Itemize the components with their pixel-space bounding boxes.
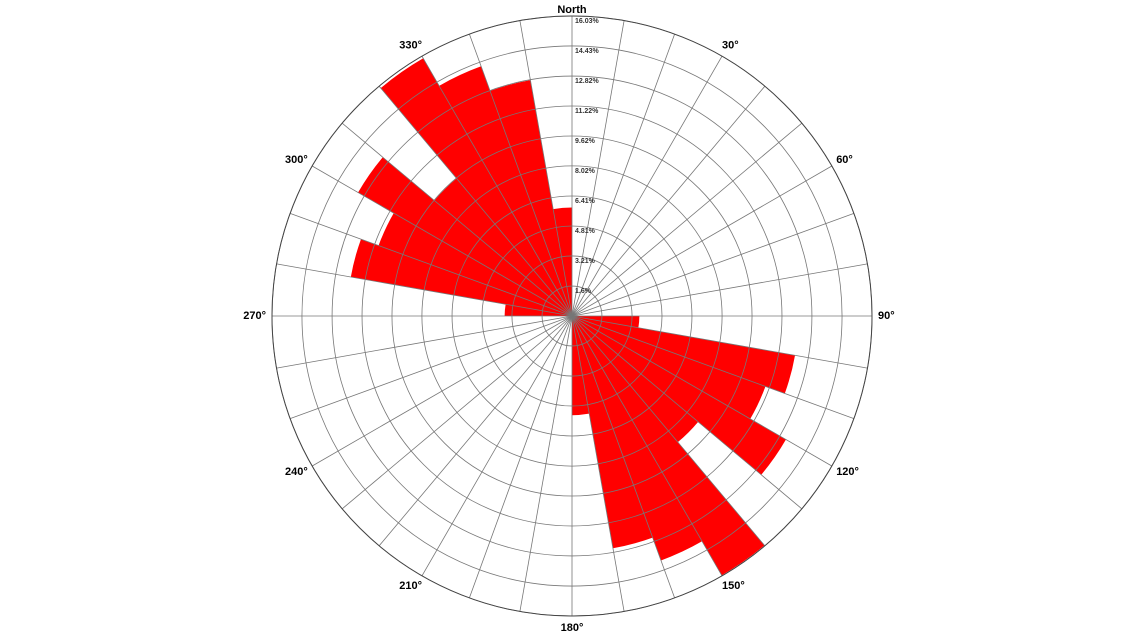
angular-grid-line: [276, 263, 573, 317]
angular-grid-line: [519, 20, 573, 317]
r-tick-label: 14.43%: [575, 48, 600, 55]
angular-grid-line: [378, 85, 573, 317]
sector-bar: [380, 58, 572, 316]
r-tick-label: 8.02%: [575, 168, 596, 175]
sector-bar: [490, 80, 572, 316]
angular-grid-line: [469, 33, 573, 317]
outer-circle: [271, 15, 873, 617]
angle-label: 240°: [285, 466, 308, 478]
angular-grid-line: [571, 315, 855, 419]
angular-grid-line: [571, 20, 625, 317]
r-tick-label: 9.62%: [575, 138, 596, 145]
angular-grid-line: [519, 315, 573, 612]
angle-label: 270°: [243, 310, 266, 322]
r-tick-label: 11.22%: [575, 108, 599, 115]
sector-bar: [572, 316, 699, 443]
angle-label: 300°: [285, 154, 308, 166]
angular-grid-line: [571, 315, 766, 547]
sector-bar: [350, 239, 572, 316]
angular-grid-line: [311, 315, 573, 467]
angular-grid-line: [289, 213, 573, 317]
angular-grid-line: [571, 315, 833, 467]
angular-grid-line: [571, 315, 675, 599]
angle-label: North: [557, 4, 587, 16]
sector-bar: [358, 157, 572, 316]
sector-bar: [434, 178, 572, 316]
angle-label: 120°: [836, 466, 859, 478]
angular-grid-line: [341, 122, 573, 317]
sector-bar: [378, 213, 572, 316]
angular-grid-line: [421, 55, 573, 317]
angular-grid-line: [571, 33, 675, 317]
angle-label: 330°: [399, 40, 422, 52]
angular-grid-line: [571, 315, 625, 612]
angular-grid-line: [571, 315, 868, 369]
sector-bar: [572, 316, 766, 419]
angular-grid-line: [469, 315, 573, 599]
r-tick-label: 1.6%: [575, 288, 592, 295]
angle-label: 30°: [722, 40, 739, 52]
angular-grid-line: [571, 85, 766, 317]
angular-grid-line: [571, 122, 803, 317]
angular-grid-line: [571, 165, 833, 317]
angle-label: 90°: [878, 310, 895, 322]
angular-grid-line: [311, 165, 573, 317]
r-tick-label: 4.81%: [575, 228, 596, 235]
angle-label: 150°: [722, 580, 745, 592]
r-tick-label: 3.21%: [575, 258, 596, 265]
sector-bar: [572, 316, 703, 561]
r-tick-label: 6.41%: [575, 198, 596, 205]
angular-grid-line: [571, 263, 868, 317]
sector-bar: [572, 316, 653, 549]
angular-grid-line: [378, 315, 573, 547]
angle-label: 60°: [836, 154, 853, 166]
angular-grid-line: [421, 315, 573, 577]
sector-bar: [439, 66, 572, 316]
angular-grid-line: [571, 315, 803, 510]
angular-grid-line: [276, 315, 573, 369]
r-tick-label: 16.03%: [575, 18, 600, 25]
angle-label: 210°: [399, 580, 422, 592]
r-tick-label: 12.82%: [575, 78, 600, 85]
sector-bar: [572, 316, 796, 394]
angular-grid-line: [341, 315, 573, 510]
sector-bar: [572, 316, 786, 475]
angular-grid-line: [571, 213, 855, 317]
angle-label: 180°: [561, 622, 584, 634]
angular-grid-line: [289, 315, 573, 419]
angular-grid-line: [571, 55, 723, 317]
sector-bar: [572, 316, 765, 576]
angular-grid-line: [571, 315, 723, 577]
